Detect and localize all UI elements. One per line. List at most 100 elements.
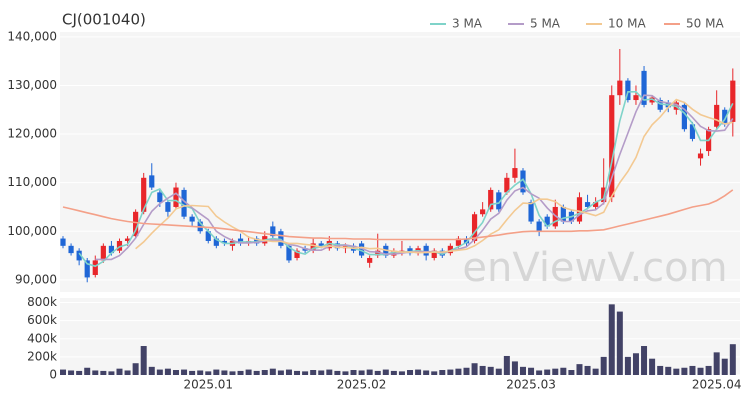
candle-body [318, 243, 324, 246]
candle-body [270, 226, 276, 237]
volume-bar [108, 371, 115, 375]
volume-bar [213, 369, 220, 375]
volume-bar [334, 370, 341, 375]
candle-body [375, 250, 381, 256]
volume-bar [261, 370, 268, 375]
volume-bar [495, 368, 502, 375]
volume-bar [689, 365, 696, 375]
candle-body [157, 192, 163, 203]
volume-bar [245, 369, 252, 375]
volume-bar [68, 370, 75, 375]
volume-bar [302, 371, 309, 375]
candle-body [173, 187, 179, 207]
candle-body [423, 245, 429, 256]
volume-bar [229, 371, 236, 375]
candle-body [617, 80, 623, 96]
candle-body [504, 177, 510, 193]
legend-label: 5 MA [530, 17, 561, 31]
candle-body [84, 260, 90, 278]
y-tick-label: 400k [27, 331, 57, 345]
volume-bar [84, 367, 91, 375]
volume-bar [471, 363, 478, 375]
volume-bar [221, 370, 228, 375]
volume-bar [310, 370, 317, 375]
volume-bar [447, 369, 454, 375]
candle-body [528, 202, 534, 222]
candle-body [141, 177, 147, 212]
candle-body [730, 80, 736, 122]
y-tick-label: 140,000 [7, 29, 57, 43]
volume-bar [326, 369, 333, 375]
volume-bar [285, 369, 292, 375]
price-panel [60, 32, 740, 292]
volume-bar [189, 370, 196, 375]
volume-bar [584, 365, 591, 375]
volume-bar [463, 367, 470, 375]
volume-bar [431, 371, 438, 375]
volume-bar [511, 361, 518, 375]
volume-bar [164, 368, 171, 375]
volume-bar [172, 370, 179, 375]
candle-body [463, 238, 470, 244]
candle-body [189, 216, 195, 222]
candle-body [76, 250, 82, 261]
candle-body [68, 245, 74, 254]
volume-bar [528, 367, 535, 375]
candle-body [407, 248, 413, 254]
candle-body [205, 231, 211, 241]
volume-bar [713, 352, 720, 375]
volume-bar [407, 370, 414, 375]
legend-label: 50 MA [686, 17, 724, 31]
volume-bar [116, 368, 123, 375]
candle-body [278, 231, 284, 246]
y-tick-label: 120,000 [7, 127, 57, 141]
candle-body [254, 238, 260, 244]
candle-body [520, 170, 526, 193]
x-tick-label: 2025.02 [337, 378, 387, 392]
volume-bar [390, 370, 397, 375]
candle-body [625, 80, 631, 101]
candle-body [584, 202, 591, 207]
candle-body [657, 100, 663, 110]
volume-bar [100, 370, 107, 375]
volume-bar [366, 369, 373, 375]
candle-body [367, 257, 373, 263]
volume-bar [592, 368, 599, 375]
volume-bar [697, 367, 704, 375]
candle-body [149, 175, 155, 188]
chart-title: CJ(001040) [62, 11, 146, 29]
volume-bar [237, 370, 244, 375]
volume-bar [705, 365, 712, 375]
volume-bar [536, 370, 543, 375]
volume-bar [415, 369, 422, 375]
candle-body [100, 245, 106, 261]
volume-bar [294, 370, 301, 375]
volume-bar [487, 366, 494, 375]
volume-bar [358, 370, 365, 375]
volume-bar [649, 358, 656, 375]
volume-bar [382, 369, 389, 375]
x-tick-label: 2025.03 [506, 378, 556, 392]
y-tick-label: 600k [27, 313, 57, 327]
ma-line [135, 98, 733, 254]
volume-bar [600, 356, 607, 375]
candle-body [633, 95, 639, 101]
candle-body [181, 189, 187, 217]
candle-body [431, 250, 437, 258]
candle-body [496, 192, 502, 210]
volume-bar [253, 370, 260, 375]
candle-body [552, 206, 558, 227]
candle-body [124, 238, 131, 241]
volume-bar [673, 368, 680, 375]
volume-bar [132, 363, 139, 375]
candle-body [689, 124, 696, 139]
volume-bar [148, 366, 155, 375]
candle-body [649, 97, 655, 103]
y-tick-label: 130,000 [7, 78, 57, 92]
volume-bar [342, 371, 349, 375]
candle-body [488, 189, 494, 210]
legend-label: 10 MA [608, 17, 646, 31]
candle-body [92, 260, 98, 275]
y-tick-label: 800k [27, 295, 57, 309]
